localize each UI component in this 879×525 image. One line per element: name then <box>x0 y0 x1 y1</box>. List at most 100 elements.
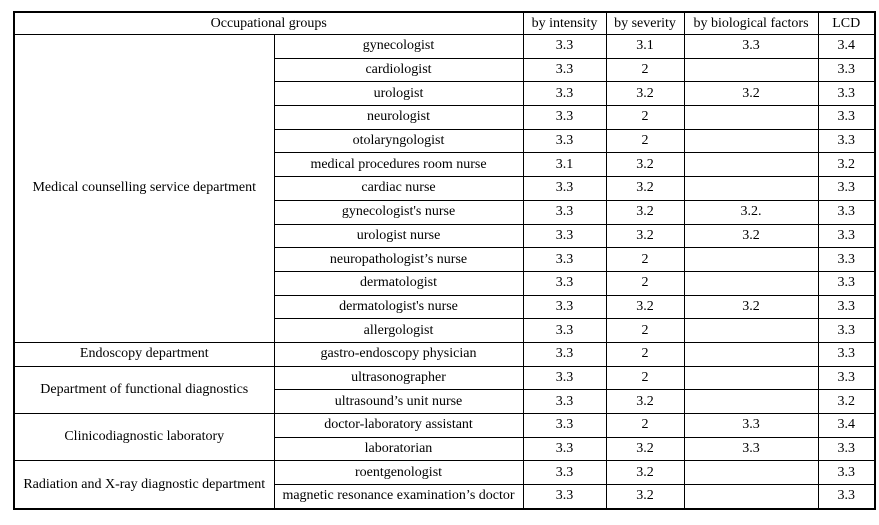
severity-cell: 2 <box>605 413 685 438</box>
severity-cell: 3.2 <box>605 223 685 249</box>
biological-factors-cell <box>683 484 819 510</box>
header-lcd: LCD <box>817 11 876 35</box>
table-row: cardiologist 3.3 2 3.3 <box>14 57 876 83</box>
occupation-cell: magnetic resonance examination’s doctor <box>273 484 524 510</box>
biological-factors-cell: 3.3 <box>683 436 819 462</box>
biological-factors-cell <box>683 460 819 486</box>
table-row: cardiac nurse 3.3 3.2 3.3 <box>14 176 876 201</box>
table-row: urologist nurse 3.3 3.2 3.2 3.3 <box>14 223 876 249</box>
biological-factors-cell <box>683 176 819 201</box>
severity-cell: 3.2 <box>605 199 685 225</box>
lcd-cell: 3.3 <box>817 176 876 201</box>
biological-factors-cell: 3.3 <box>683 413 819 438</box>
biological-factors-cell: 3.2 <box>683 294 819 320</box>
intensity-cell: 3.3 <box>522 199 607 225</box>
intensity-cell: 3.3 <box>522 318 607 343</box>
department-cell: Medical counselling service department <box>13 34 275 343</box>
biological-factors-cell <box>683 57 819 83</box>
intensity-cell: 3.3 <box>522 57 607 83</box>
table-row: magnetic resonance examination’s doctor 3… <box>14 484 876 510</box>
lcd-cell: 3.3 <box>817 57 876 83</box>
table-row: Endoscopy department gastro-endoscopy phy… <box>13 341 876 367</box>
occupation-cell: gastro-endoscopy physician <box>273 341 524 367</box>
biological-factors-cell <box>683 128 819 154</box>
occupation-cell: otolaryngologist <box>273 128 524 154</box>
occupational-hazard-class-table: Occupational groups by intensity by seve… <box>13 11 876 510</box>
occupation-cell: neurologist <box>273 105 524 130</box>
severity-cell: 2 <box>605 105 685 130</box>
intensity-cell: 3.3 <box>522 270 607 296</box>
header-row: Occupational groups by intensity by seve… <box>13 11 876 35</box>
biological-factors-cell: 3.2 <box>683 223 819 249</box>
table-row: gynecologist's nurse 3.3 3.2 3.2. 3.3 <box>14 199 876 225</box>
table-row: dermatologist's nurse 3.3 3.2 3.2 3.3 <box>14 294 876 320</box>
department-cell: Endoscopy department <box>13 341 275 367</box>
header-by-intensity: by intensity <box>522 11 607 35</box>
severity-cell: 2 <box>605 270 685 296</box>
occupation-cell: dermatologist's nurse <box>273 294 524 320</box>
table-row: dermatologist 3.3 2 3.3 <box>14 270 876 296</box>
intensity-cell: 3.3 <box>522 34 607 59</box>
table-row: Clinicodiagnostic laboratory doctor-labor… <box>13 412 876 462</box>
intensity-cell: 3.3 <box>522 484 607 510</box>
department-cell: Clinicodiagnostic laboratory <box>13 412 275 462</box>
intensity-cell: 3.3 <box>522 223 607 249</box>
table-row: allergologist 3.3 2 3.3 <box>14 318 876 343</box>
severity-cell: 3.2 <box>605 81 685 107</box>
severity-cell: 2 <box>605 318 685 343</box>
biological-factors-cell <box>683 270 819 296</box>
intensity-cell: 3.1 <box>522 152 607 178</box>
intensity-cell: 3.3 <box>522 176 607 201</box>
severity-cell: 2 <box>605 341 685 367</box>
intensity-cell: 3.3 <box>522 81 607 107</box>
occupation-cell: cardiac nurse <box>273 176 524 201</box>
header-by-biological-factors: by biological factors <box>683 11 819 35</box>
table-row: medical procedures room nurse 3.1 3.2 3.2 <box>14 152 876 178</box>
lcd-cell: 3.3 <box>817 460 876 486</box>
biological-factors-cell <box>683 389 819 414</box>
occupation-cell: roentgenologist <box>273 460 524 486</box>
intensity-cell: 3.3 <box>522 460 607 486</box>
lcd-cell: 3.2 <box>817 152 876 178</box>
table-row: ultrasound’s unit nurse 3.3 3.2 3.2 <box>14 389 876 414</box>
lcd-cell: 3.4 <box>817 34 876 59</box>
severity-cell: 3.2 <box>605 176 685 201</box>
lcd-cell: 3.3 <box>817 247 876 272</box>
intensity-cell: 3.3 <box>522 436 607 462</box>
occupation-cell: ultrasound’s unit nurse <box>273 389 524 414</box>
occupation-cell: cardiologist <box>273 57 524 83</box>
occupation-cell: ultrasonographer <box>273 365 524 391</box>
severity-cell: 2 <box>605 365 685 391</box>
lcd-cell: 3.3 <box>817 436 876 462</box>
occupation-cell: urologist nurse <box>273 223 524 249</box>
lcd-cell: 3.3 <box>817 365 876 391</box>
table-row: neuropathologist’s nurse 3.3 2 3.3 <box>14 247 876 272</box>
header-occupational-groups: Occupational groups <box>13 11 524 35</box>
biological-factors-cell <box>683 247 819 272</box>
intensity-cell: 3.3 <box>522 365 607 391</box>
intensity-cell: 3.3 <box>522 413 607 438</box>
intensity-cell: 3.3 <box>522 105 607 130</box>
biological-factors-cell <box>683 318 819 343</box>
severity-cell: 3.2 <box>605 152 685 178</box>
intensity-cell: 3.3 <box>522 341 607 367</box>
lcd-cell: 3.3 <box>817 128 876 154</box>
severity-cell: 3.2 <box>605 460 685 486</box>
severity-cell: 2 <box>605 57 685 83</box>
lcd-cell: 3.2 <box>817 389 876 414</box>
severity-cell: 3.1 <box>605 34 685 59</box>
table-row: neurologist 3.3 2 3.3 <box>14 105 876 130</box>
intensity-cell: 3.3 <box>522 294 607 320</box>
occupation-cell: gynecologist's nurse <box>273 199 524 225</box>
severity-cell: 3.2 <box>605 436 685 462</box>
lcd-cell: 3.3 <box>817 484 876 510</box>
table-header: Occupational groups by intensity by seve… <box>13 11 876 35</box>
occupation-cell: allergologist <box>273 318 524 343</box>
occupation-cell: urologist <box>273 81 524 107</box>
severity-cell: 3.2 <box>605 389 685 414</box>
biological-factors-cell <box>683 152 819 178</box>
intensity-cell: 3.3 <box>522 128 607 154</box>
intensity-cell: 3.3 <box>522 389 607 414</box>
biological-factors-cell: 3.3 <box>683 34 819 59</box>
